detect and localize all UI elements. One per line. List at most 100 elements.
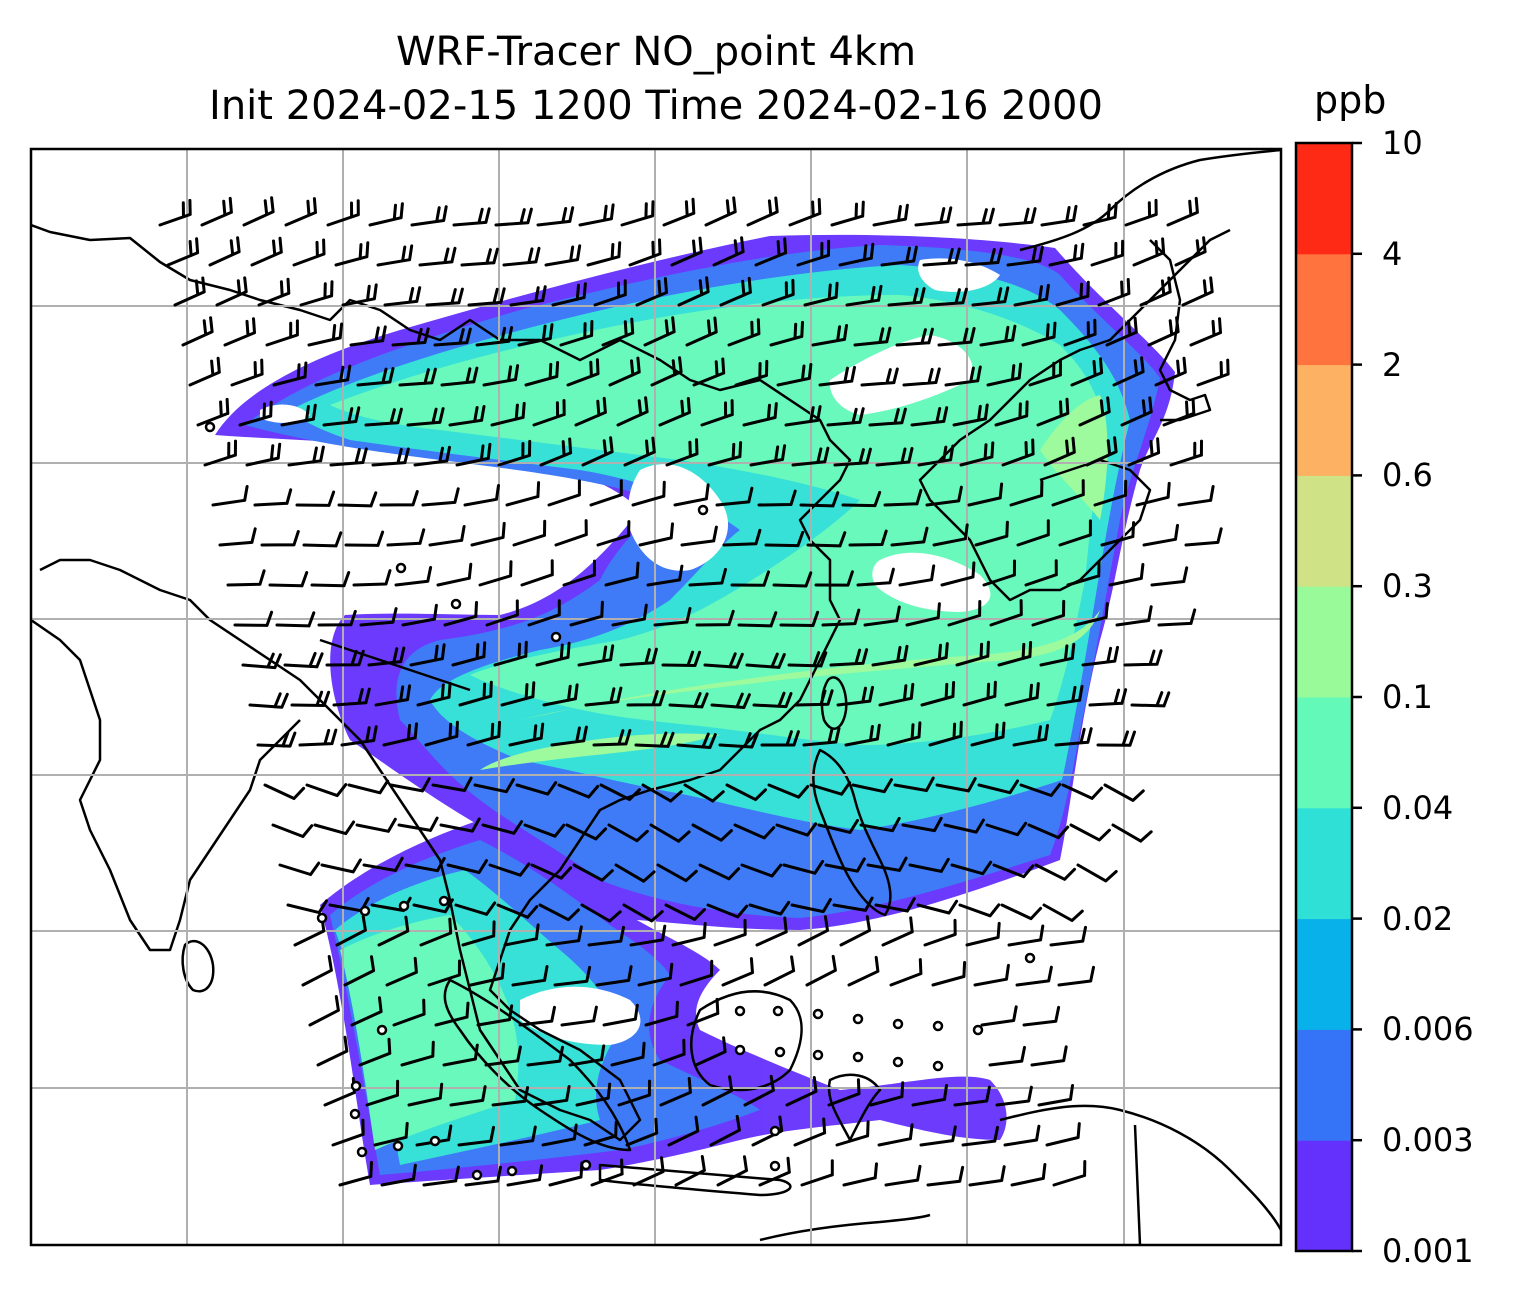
wind-barb (683, 783, 725, 803)
wind-barb (839, 915, 871, 947)
wind-barb (1127, 437, 1161, 467)
wind-barb (958, 903, 1001, 918)
wind-barb (448, 405, 486, 427)
wind-barb (389, 777, 431, 793)
wind-barb (335, 914, 367, 947)
wind-barb (586, 241, 622, 267)
wind-barb (1048, 242, 1085, 267)
colorbar-frame (1294, 141, 1354, 1253)
wind-barb (928, 720, 963, 747)
wind-barb (829, 648, 869, 667)
wind-barb (337, 491, 378, 508)
wind-barb (530, 863, 573, 880)
wind-barb (518, 1005, 556, 1027)
colorbar-segment (1296, 475, 1352, 587)
wind-barb (653, 606, 692, 627)
wind-barb (703, 652, 744, 669)
wind-barb (866, 856, 908, 872)
wind-barb (787, 651, 828, 668)
wind-barb (1057, 965, 1095, 987)
wind-barb (203, 439, 237, 467)
wind-barb (832, 896, 874, 912)
coast-srilanka (181, 939, 215, 993)
wind-barb (590, 1158, 624, 1187)
wind-barb (305, 783, 348, 798)
coast-china-inland-border (319, 638, 471, 692)
wind-barb (863, 605, 901, 627)
wind-barb (817, 818, 859, 834)
wind-barb (211, 485, 249, 507)
colorbar-segment (1296, 807, 1352, 920)
calm-wind-marker (580, 1159, 592, 1171)
wind-barb (250, 236, 283, 267)
wind-barb (625, 1117, 659, 1147)
wind-barb (869, 1081, 905, 1107)
wind-barb (364, 407, 403, 427)
wind-barb (847, 955, 880, 987)
wind-barb (848, 529, 888, 547)
wind-barb (806, 531, 847, 548)
wind-barb (641, 783, 683, 803)
wind-barb (1108, 563, 1145, 587)
wind-barb (650, 356, 683, 387)
wind-barb (994, 400, 1029, 427)
wind-barb (920, 681, 956, 707)
wind-barb (574, 396, 607, 427)
wind-barb (925, 485, 963, 507)
calm-wind-marker (550, 631, 562, 643)
calm-wind-marker (697, 504, 709, 516)
wind-barb (566, 358, 600, 387)
wind-barb (527, 599, 561, 627)
wind-barb (1028, 359, 1062, 387)
wind-barb (1034, 863, 1076, 881)
wind-barb (550, 725, 588, 747)
wind-barb (1196, 358, 1230, 387)
calm-wind-marker (506, 1165, 518, 1177)
coast-newguinea (999, 1104, 1281, 1231)
wind-barb (913, 642, 949, 667)
wind-barb (698, 863, 741, 881)
wind-barb (868, 407, 907, 427)
wind-barb (557, 783, 600, 799)
wind-barb (425, 287, 464, 307)
calm-wind-marker (450, 598, 462, 610)
wind-barb (424, 720, 459, 747)
calm-wind-marker (350, 1080, 362, 1092)
wind-barb (776, 363, 813, 387)
wind-barb (914, 206, 953, 227)
wind-barb (208, 236, 241, 267)
wind-barb (646, 564, 684, 587)
wind-barb (1088, 688, 1128, 707)
wind-barb (587, 925, 625, 947)
map-title-line-2: Init 2024-02-15 1200 Time 2024-02-16 200… (209, 83, 1103, 129)
wind-barb (416, 681, 452, 707)
wind-barb (367, 646, 406, 667)
wind-barb (1052, 1160, 1087, 1187)
wind-barb (1031, 599, 1066, 627)
wind-barb (917, 444, 955, 467)
wind-barb (821, 608, 861, 627)
wind-barb (737, 611, 778, 628)
map-title-line-1: WRF-Tracer NO_point 4km (395, 29, 917, 75)
wind-barb (980, 1005, 1018, 1027)
wind-barb (757, 489, 797, 507)
wind-barb (827, 1078, 861, 1107)
wind-barb (805, 954, 837, 987)
colorbar-segment (1296, 918, 1352, 1030)
wind-barb (512, 519, 547, 547)
calm-wind-marker (852, 1051, 864, 1063)
wind-barb (1027, 823, 1070, 840)
wind-barb (667, 1115, 700, 1147)
wind-barb (668, 692, 709, 709)
wind-barb (902, 367, 941, 387)
wind-barb (433, 327, 472, 347)
wind-barb (718, 732, 759, 749)
wind-barb (413, 445, 451, 467)
wind-barb (1061, 783, 1104, 800)
wind-barb (649, 823, 691, 843)
wind-barb (632, 1156, 665, 1187)
wind-barb (986, 362, 1023, 387)
wind-barb (1142, 523, 1179, 547)
wind-barb (799, 491, 840, 508)
wind-barb (608, 356, 641, 387)
